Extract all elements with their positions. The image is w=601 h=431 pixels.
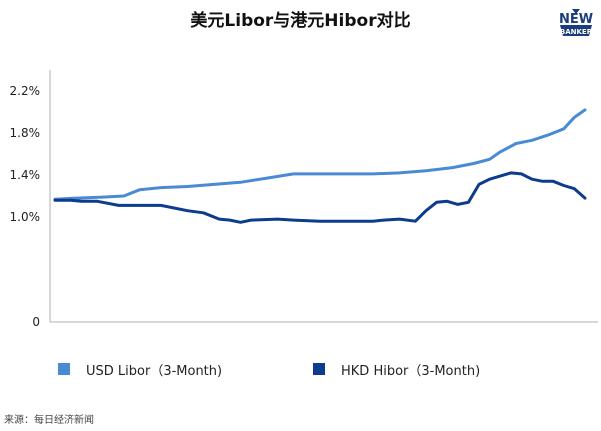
logo-line2: BANKER xyxy=(560,28,593,36)
y-tick-label: 0 xyxy=(32,315,40,329)
logo-line1: NEW xyxy=(559,12,593,27)
y-tick-label: 1.8% xyxy=(10,126,41,140)
series-line-usd-libor xyxy=(53,108,587,201)
series-line-hkd-hibor xyxy=(53,171,587,224)
y-tick-label: 1.0% xyxy=(10,210,41,224)
chart-title: 美元Libor与港元Hibor对比 xyxy=(190,11,411,31)
new-banker-logo: NEW BANKER xyxy=(552,6,600,44)
y-tick-label: 2.2% xyxy=(10,84,41,98)
legend-swatch-usd xyxy=(58,363,70,375)
y-tick-label: 1.4% xyxy=(10,168,41,182)
series-layer xyxy=(53,108,587,224)
legend-swatch-hkd xyxy=(313,363,325,375)
legend-label-usd: USD Libor（3-Month) xyxy=(86,363,223,379)
y-axis: 0 1.0% 1.4% 1.8% 2.2% xyxy=(10,84,41,329)
legend-item-hkd-hibor: HKD Hibor（3-Month) xyxy=(313,360,481,379)
source-note: 来源：每日经济新闻 xyxy=(4,415,94,426)
legend-item-usd-libor: USD Libor（3-Month) xyxy=(58,360,223,379)
legend-label-hkd: HKD Hibor（3-Month) xyxy=(341,363,481,379)
